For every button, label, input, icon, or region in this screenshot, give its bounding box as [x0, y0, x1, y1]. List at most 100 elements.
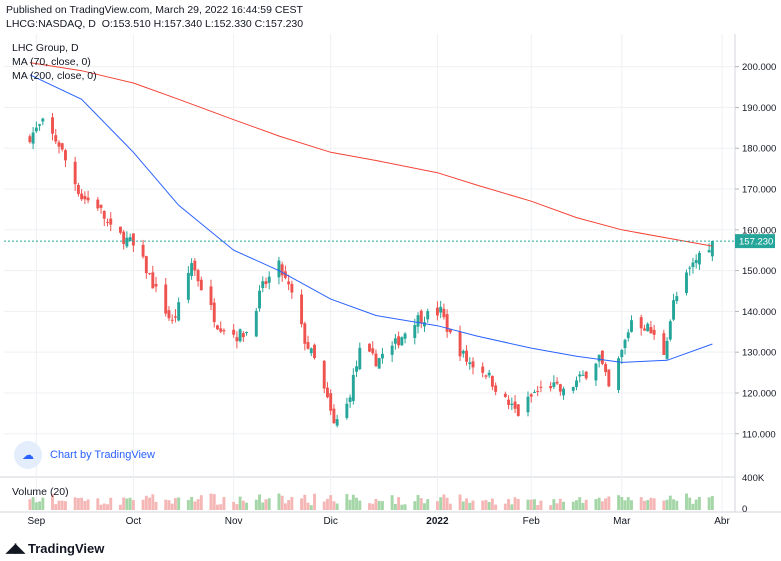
y-tick-label: 110.000: [742, 429, 776, 440]
candle-body: [694, 259, 698, 264]
candle-body: [403, 333, 407, 339]
candle-body: [335, 419, 339, 426]
candle-body: [109, 218, 113, 225]
volume-bar: [277, 493, 281, 510]
volume-bar: [575, 500, 578, 510]
candle-body: [697, 252, 701, 265]
volume-bar: [154, 501, 158, 510]
volume-bar: [76, 498, 80, 510]
volume-bar: [99, 504, 103, 510]
tradingview-badge[interactable]: ☁ Chart by TradingView: [14, 441, 155, 469]
price-chart[interactable]: 200.000 190.000 180.000 170.000 160.000 150.0…: [0, 34, 781, 534]
cloud-icon: ☁: [14, 441, 42, 469]
candle-body: [691, 262, 695, 268]
candle-body: [122, 231, 126, 245]
candle-body: [503, 393, 507, 397]
candle-body: [639, 317, 643, 329]
volume-bar: [96, 498, 100, 510]
candle-body: [620, 350, 624, 358]
candle-body: [435, 307, 439, 316]
candle-body: [688, 267, 692, 269]
candle-body: [617, 358, 621, 391]
candle-body: [371, 348, 375, 354]
y-tick-label: 140.000: [742, 307, 776, 318]
volume-bar: [435, 501, 439, 510]
candle-body: [604, 364, 608, 373]
candle-body: [144, 256, 148, 274]
candle-body: [212, 302, 216, 323]
volume-bar: [584, 499, 588, 510]
volume-bar: [261, 502, 265, 510]
candle-body: [54, 135, 58, 142]
last-price-badge: [735, 234, 775, 249]
volume-bar: [38, 501, 42, 510]
volume-bar: [51, 494, 54, 510]
candle-body: [630, 320, 633, 332]
volume-bar: [131, 500, 135, 510]
candle-body: [245, 332, 249, 334]
candle-body: [600, 350, 604, 364]
candle-body: [377, 358, 381, 369]
y-tick-label: 130.000: [742, 348, 776, 359]
candle-body: [57, 142, 61, 147]
candle-body: [468, 362, 472, 365]
volume-bar: [539, 500, 543, 510]
candle-body: [668, 321, 672, 340]
candle-body: [584, 371, 588, 379]
volume-bar: [707, 497, 711, 510]
volume-bar: [264, 499, 268, 510]
volume-bar: [691, 503, 695, 510]
candle-body: [329, 393, 333, 411]
ma200-line: [29, 62, 713, 247]
volume-bar: [122, 497, 126, 510]
candle-body: [170, 319, 174, 321]
volume-bar: [490, 498, 494, 510]
volume-bar: [578, 497, 582, 510]
volume-bar: [371, 503, 375, 510]
candle-body: [186, 272, 190, 300]
volume-bar: [639, 497, 643, 510]
volume-bar: [102, 503, 106, 510]
candle-body: [154, 283, 158, 287]
volume-bar: [513, 497, 517, 510]
candle-body: [471, 361, 475, 368]
legend-volume: Volume (20): [12, 486, 69, 498]
volume-bar: [144, 495, 148, 510]
volume-bar: [209, 493, 213, 510]
candle-body: [419, 310, 423, 324]
candle-body: [277, 260, 281, 278]
candle-body: [442, 308, 446, 318]
candle-body: [219, 328, 223, 332]
candle-body: [400, 337, 404, 346]
x-tick-label: Sep: [27, 516, 45, 527]
candle-body: [99, 204, 103, 208]
volume-bar: [620, 496, 624, 510]
candle-body: [685, 272, 688, 293]
volume-bar: [607, 496, 611, 510]
candle-body: [196, 270, 200, 282]
candle-body: [199, 279, 203, 291]
candle-body: [607, 369, 611, 387]
candle-body: [358, 347, 362, 370]
candle-body: [465, 350, 468, 362]
volume-bar: [468, 502, 472, 510]
volume-bar: [403, 504, 407, 510]
candle-body: [151, 272, 155, 289]
candle-body: [487, 372, 491, 376]
volume-bar: [516, 499, 520, 510]
volume-bar: [83, 501, 87, 510]
volume-bar: [465, 498, 468, 510]
candle-body: [675, 296, 679, 302]
volume-bar: [458, 494, 462, 510]
volume-bar: [351, 494, 355, 510]
candle-body: [562, 388, 566, 396]
volume-bar: [151, 494, 155, 510]
volume-bar: [510, 504, 514, 510]
volume-bar: [558, 498, 562, 510]
candle-body: [128, 237, 132, 242]
candle-body: [672, 300, 675, 320]
volume-bar: [196, 499, 200, 510]
volume-bar: [494, 504, 498, 510]
candle-body: [232, 329, 236, 335]
volume-bar: [212, 494, 216, 510]
